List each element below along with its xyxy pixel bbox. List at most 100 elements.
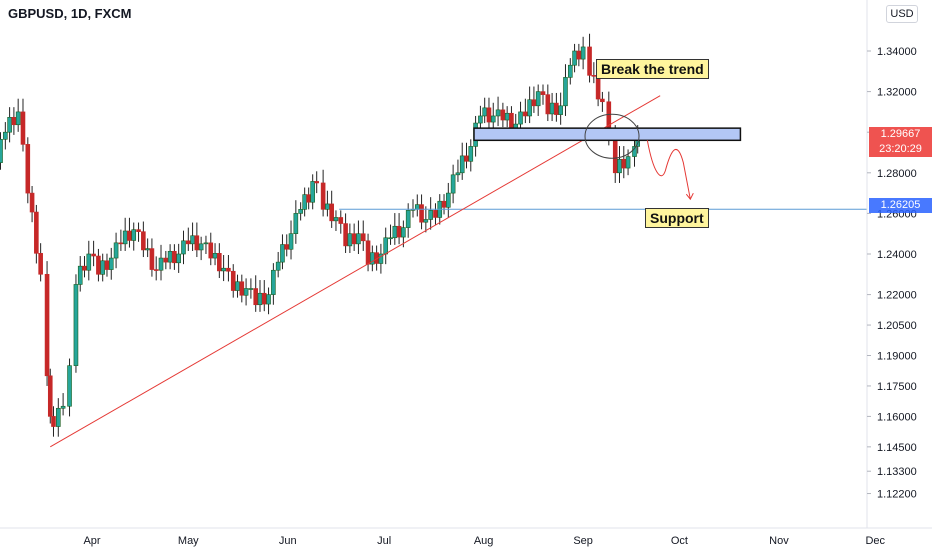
candle-up xyxy=(15,111,21,126)
candle-up xyxy=(423,219,429,223)
candle-up xyxy=(625,156,631,169)
candle-down xyxy=(149,248,155,270)
candle-up xyxy=(257,292,263,306)
candle-up xyxy=(490,115,496,123)
candle-up xyxy=(73,284,79,366)
candle-down xyxy=(230,270,236,291)
candle-up xyxy=(122,230,128,245)
price-axis: 1.340001.320001.300001.280001.260001.240… xyxy=(866,0,917,528)
candle-up xyxy=(176,253,181,264)
time-tick-label: Nov xyxy=(769,535,789,547)
candle-down xyxy=(127,230,132,241)
symbol-title: GBPUSD, 1D, FXCM xyxy=(8,6,132,21)
candle-down xyxy=(338,217,344,224)
candle-up xyxy=(527,99,532,117)
candle-down xyxy=(621,158,627,169)
candle-down xyxy=(141,231,146,251)
candle-up xyxy=(212,253,218,259)
candle-down xyxy=(25,144,31,194)
candle-down xyxy=(44,273,50,377)
candle-up xyxy=(459,155,465,174)
candle-down xyxy=(91,253,96,257)
candle-up xyxy=(86,253,92,271)
candle-down xyxy=(208,242,214,259)
candle-down xyxy=(351,233,357,245)
candle-up xyxy=(347,233,353,247)
time-tick-label: Jul xyxy=(377,535,391,547)
candle-up xyxy=(356,233,361,245)
price-tick-label: 1.34000 xyxy=(877,46,917,58)
time-tick-label: Jun xyxy=(279,535,297,547)
candle-down xyxy=(612,137,618,174)
candle-down xyxy=(433,210,438,218)
time-axis: Apr May Jun Jul Aug Sep Oct Nov Dec xyxy=(0,527,932,547)
break-trend-callout: Break the trend xyxy=(596,59,709,79)
currency-selector[interactable]: USD xyxy=(886,5,918,23)
time-tick-label: Apr xyxy=(83,535,100,547)
candle-down xyxy=(329,203,334,222)
candle-down xyxy=(600,98,605,103)
candle-down xyxy=(320,182,326,210)
trendline xyxy=(50,95,661,448)
candle-down xyxy=(419,204,424,223)
time-tick-label: Sep xyxy=(573,535,593,547)
candle-up xyxy=(145,248,150,251)
candle-up xyxy=(495,109,501,117)
break-highlight-ellipse xyxy=(584,113,640,159)
candle-up xyxy=(77,265,83,285)
candle-up xyxy=(563,77,568,107)
candle-up xyxy=(478,115,483,124)
price-tick-label: 1.24000 xyxy=(877,249,917,261)
candle-up xyxy=(167,250,173,263)
last-price-tag: 1.29667 xyxy=(869,127,932,142)
candle-up xyxy=(203,242,209,245)
candle-up xyxy=(158,257,164,271)
candle-down xyxy=(38,253,43,275)
candle-down xyxy=(486,107,492,123)
candle-up xyxy=(221,267,226,272)
candle-up xyxy=(293,213,299,234)
candle-up xyxy=(280,244,285,263)
candle-down xyxy=(253,288,259,306)
candle-up xyxy=(0,139,3,163)
candle-up xyxy=(632,146,637,157)
candle-up xyxy=(108,257,114,270)
candle-down xyxy=(509,112,514,130)
candle-up xyxy=(60,405,66,409)
candle-down xyxy=(82,265,87,271)
price-tick-label: 1.16000 xyxy=(877,411,917,423)
projection-arrowhead xyxy=(685,192,694,201)
candle-down xyxy=(172,250,177,264)
candle-up xyxy=(450,174,456,194)
projection-path xyxy=(646,140,691,200)
time-tick-label: Dec xyxy=(865,535,885,547)
price-tick-label: 1.13300 xyxy=(877,466,917,478)
candle-up xyxy=(572,50,577,66)
candles-layer xyxy=(0,33,641,437)
candle-down xyxy=(365,240,371,265)
candle-up xyxy=(131,229,137,241)
candle-up xyxy=(378,253,384,264)
candle-down xyxy=(540,91,546,95)
candle-down xyxy=(163,257,169,263)
candle-up xyxy=(235,281,240,291)
price-tick-label: 1.17500 xyxy=(877,381,917,393)
candle-down xyxy=(306,194,311,203)
candle-up xyxy=(518,111,523,125)
candle-down xyxy=(11,117,17,126)
candle-down xyxy=(261,292,267,305)
candle-down xyxy=(226,267,231,272)
candle-up xyxy=(100,260,105,275)
candle-up xyxy=(414,204,420,210)
price-tick-label: 1.19000 xyxy=(877,351,917,363)
time-tick-label: May xyxy=(178,535,199,547)
candle-up xyxy=(3,131,8,140)
price-tick-label: 1.22000 xyxy=(877,290,917,302)
candle-up xyxy=(67,365,72,407)
candle-up xyxy=(558,105,563,115)
candle-up xyxy=(428,210,433,220)
candle-up xyxy=(468,146,474,162)
bar-timer-tag: 23:20:29 xyxy=(869,142,932,157)
candle-up xyxy=(405,210,411,228)
